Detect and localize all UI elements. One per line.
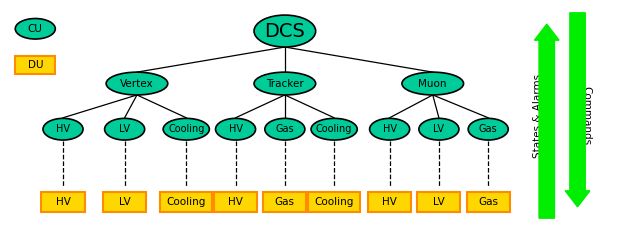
FancyBboxPatch shape	[41, 192, 85, 213]
Text: LV: LV	[433, 197, 445, 207]
Text: Vertex: Vertex	[120, 79, 154, 88]
Ellipse shape	[15, 18, 55, 39]
Ellipse shape	[254, 72, 316, 95]
Text: Gas: Gas	[275, 124, 294, 134]
Ellipse shape	[215, 118, 256, 140]
Text: Gas: Gas	[479, 124, 498, 134]
Ellipse shape	[468, 118, 508, 140]
Text: Gas: Gas	[478, 197, 498, 207]
FancyBboxPatch shape	[417, 192, 461, 213]
Text: DU: DU	[27, 60, 43, 70]
Ellipse shape	[163, 118, 209, 140]
Text: HV: HV	[382, 197, 397, 207]
Text: Muon: Muon	[418, 79, 447, 88]
Ellipse shape	[106, 72, 168, 95]
Text: LV: LV	[119, 124, 130, 134]
Text: HV: HV	[56, 124, 70, 134]
Text: States & Alarms: States & Alarms	[532, 73, 542, 158]
Ellipse shape	[105, 118, 145, 140]
Ellipse shape	[311, 118, 357, 140]
Text: Commands: Commands	[582, 86, 592, 145]
Ellipse shape	[402, 72, 464, 95]
FancyBboxPatch shape	[103, 192, 146, 213]
Ellipse shape	[419, 118, 459, 140]
FancyBboxPatch shape	[368, 192, 411, 213]
FancyBboxPatch shape	[15, 56, 55, 74]
Text: HV: HV	[228, 197, 243, 207]
FancyBboxPatch shape	[214, 192, 257, 213]
FancyBboxPatch shape	[160, 192, 212, 213]
Text: CU: CU	[28, 24, 43, 34]
Ellipse shape	[370, 118, 410, 140]
Text: Tracker: Tracker	[266, 79, 304, 88]
FancyBboxPatch shape	[263, 192, 306, 213]
Text: LV: LV	[119, 197, 131, 207]
FancyArrow shape	[534, 24, 559, 218]
FancyArrow shape	[565, 13, 590, 207]
Text: Cooling: Cooling	[168, 124, 204, 134]
FancyBboxPatch shape	[308, 192, 360, 213]
FancyBboxPatch shape	[467, 192, 510, 213]
Text: HV: HV	[228, 124, 243, 134]
Ellipse shape	[43, 118, 83, 140]
Text: DCS: DCS	[264, 21, 305, 41]
Text: HV: HV	[383, 124, 397, 134]
Text: LV: LV	[433, 124, 444, 134]
Text: Gas: Gas	[275, 197, 295, 207]
Ellipse shape	[254, 15, 316, 47]
Text: Cooling: Cooling	[167, 197, 206, 207]
Ellipse shape	[265, 118, 305, 140]
Text: Cooling: Cooling	[316, 124, 352, 134]
Text: Cooling: Cooling	[314, 197, 354, 207]
Text: HV: HV	[56, 197, 71, 207]
